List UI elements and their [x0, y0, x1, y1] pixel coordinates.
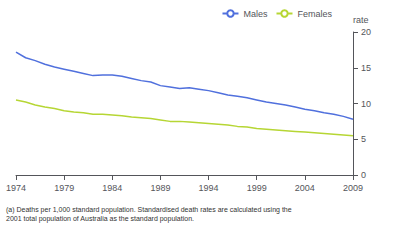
svg-text:(a) Deaths per 1,000 standard: (a) Deaths per 1,000 standard population…	[6, 206, 292, 214]
svg-text:Females: Females	[297, 9, 332, 19]
svg-text:1979: 1979	[54, 183, 74, 193]
svg-text:0: 0	[361, 170, 366, 180]
svg-text:rate: rate	[353, 15, 369, 25]
svg-text:1994: 1994	[199, 183, 219, 193]
svg-text:15: 15	[361, 63, 371, 73]
svg-text:1974: 1974	[6, 183, 26, 193]
svg-text:1989: 1989	[150, 183, 170, 193]
svg-text:1984: 1984	[102, 183, 122, 193]
svg-text:Males: Males	[243, 9, 268, 19]
svg-text:20: 20	[361, 27, 371, 37]
svg-text:1999: 1999	[247, 183, 267, 193]
svg-text:2001 total population of Austr: 2001 total population of Australia as th…	[6, 215, 194, 223]
svg-text:10: 10	[361, 99, 371, 109]
svg-text:5: 5	[361, 134, 366, 144]
svg-text:2004: 2004	[295, 183, 315, 193]
svg-text:2009: 2009	[343, 183, 363, 193]
